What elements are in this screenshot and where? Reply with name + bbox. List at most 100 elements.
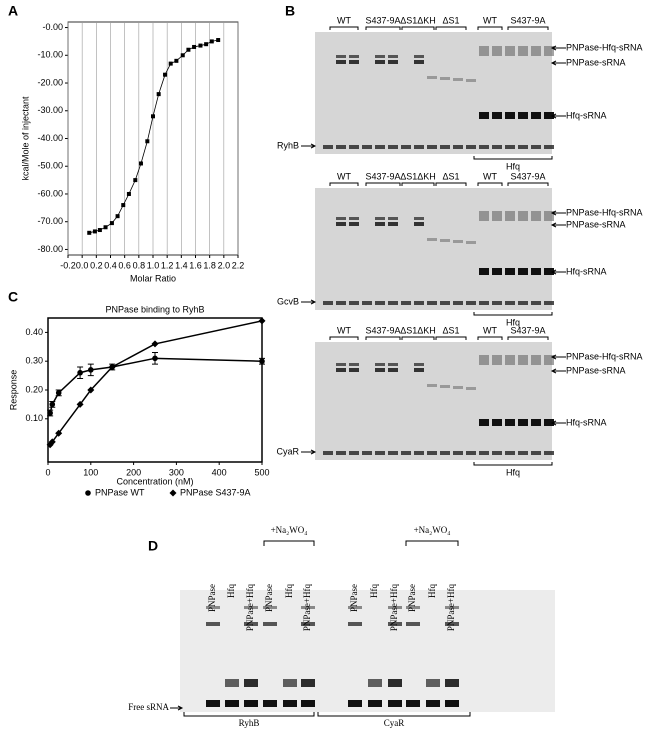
gel-band	[323, 145, 333, 149]
lane-bracket	[477, 336, 503, 340]
lane-label: Hfq	[226, 584, 236, 598]
gel-band	[531, 46, 541, 56]
gel-band	[445, 679, 459, 687]
gel-band	[349, 368, 359, 372]
gel-band	[518, 211, 528, 221]
y-tick-label: -60.00	[37, 188, 63, 198]
lane-bracket	[401, 336, 435, 340]
y-tick-label: -80.00	[37, 244, 63, 254]
lane-group-label: WT	[337, 171, 351, 181]
gel-band	[414, 60, 424, 64]
series-line	[49, 320, 263, 446]
lane-bracket	[507, 182, 549, 186]
x-tick-label: 0	[45, 467, 50, 477]
lane-label: PNPase	[407, 584, 417, 612]
lane-label: Hfq	[427, 584, 437, 598]
gel-band	[544, 46, 554, 56]
y-tick-label: 0.40	[25, 327, 43, 337]
gel-band	[440, 145, 450, 149]
gel-band	[426, 679, 440, 687]
gel-band	[301, 679, 315, 687]
gel-band	[453, 78, 463, 81]
y-axis-label: Response	[8, 370, 18, 411]
gel-band	[518, 451, 528, 455]
lane-label: PNPase	[264, 584, 274, 612]
gel-band	[401, 145, 411, 149]
gel-band	[406, 700, 420, 707]
data-point	[92, 229, 97, 234]
lane-bracket	[473, 312, 553, 316]
data-point	[151, 114, 155, 119]
x-tick-label: 2.2	[232, 260, 245, 270]
data-point	[209, 39, 214, 44]
data-point	[97, 228, 102, 233]
lane-label: PNPase+Hfq	[302, 584, 312, 632]
series-line	[89, 39, 219, 234]
gel-band	[445, 700, 459, 707]
rna-label: RyhB	[277, 140, 299, 150]
arrow	[550, 420, 566, 426]
gel-band	[349, 217, 359, 220]
treatment-label: +Na₂WO₄	[414, 525, 451, 535]
legend-marker	[169, 489, 177, 497]
gel-band	[440, 451, 450, 455]
gel-band	[244, 679, 258, 687]
lane-group-label: ΔS1ΔKH	[400, 15, 436, 25]
gel-band	[479, 46, 489, 56]
gel-band	[414, 368, 424, 372]
gel-image	[315, 342, 552, 460]
gel-band	[362, 451, 372, 455]
arrow	[170, 705, 184, 711]
x-tick-label: 2.0	[218, 260, 231, 270]
lane-group-label: ΔS1ΔKH	[400, 171, 436, 181]
gel-band	[531, 419, 541, 426]
lane-label: PNPase	[349, 584, 359, 612]
gel-band	[244, 700, 258, 707]
lane-bracket	[183, 712, 315, 717]
gel-band	[206, 606, 220, 609]
data-point	[77, 369, 83, 376]
gel-band	[336, 363, 346, 366]
gel-band	[479, 112, 489, 119]
gel-band	[388, 622, 402, 626]
bracket-label: Hfq	[506, 161, 520, 171]
gel-band	[427, 301, 437, 305]
gel-band	[479, 419, 489, 426]
gel-band	[336, 55, 346, 58]
lane-group-label: S437-9A	[510, 325, 545, 335]
arrow	[550, 210, 566, 216]
data-point	[156, 92, 161, 97]
y-tick-label: -20.00	[37, 77, 63, 87]
gel-band	[466, 301, 476, 305]
band-label: PNPase-sRNA	[566, 57, 626, 67]
gel-band	[492, 211, 502, 221]
gel-band	[349, 60, 359, 64]
gel-band	[283, 679, 297, 687]
gel-band	[427, 238, 437, 241]
gel-band	[492, 451, 502, 455]
gel-band	[375, 222, 385, 226]
gel-band	[388, 145, 398, 149]
gel-band	[414, 301, 424, 305]
gel-band	[531, 451, 541, 455]
gel-band	[206, 700, 220, 707]
data-point	[55, 390, 62, 396]
x-tick-label: 1.6	[189, 260, 202, 270]
gel-band	[263, 606, 277, 609]
data-point	[55, 429, 63, 437]
gel-image	[315, 32, 552, 154]
lane-group-label: S437-9A	[365, 325, 400, 335]
free-label: Free sRNA	[128, 702, 169, 712]
data-point	[138, 161, 143, 166]
gel-band	[375, 301, 385, 305]
lane-bracket	[365, 336, 401, 340]
gel-band	[531, 145, 541, 149]
gel-band	[544, 419, 554, 426]
bracket-label: Hfq	[506, 317, 520, 327]
lane-label: Hfq	[284, 584, 294, 598]
x-tick-label: 0.2	[90, 260, 103, 270]
rna-label: RyhB	[239, 718, 260, 728]
rna-label: CyaR	[276, 446, 299, 456]
gel-band	[388, 55, 398, 58]
data-point	[109, 221, 114, 226]
